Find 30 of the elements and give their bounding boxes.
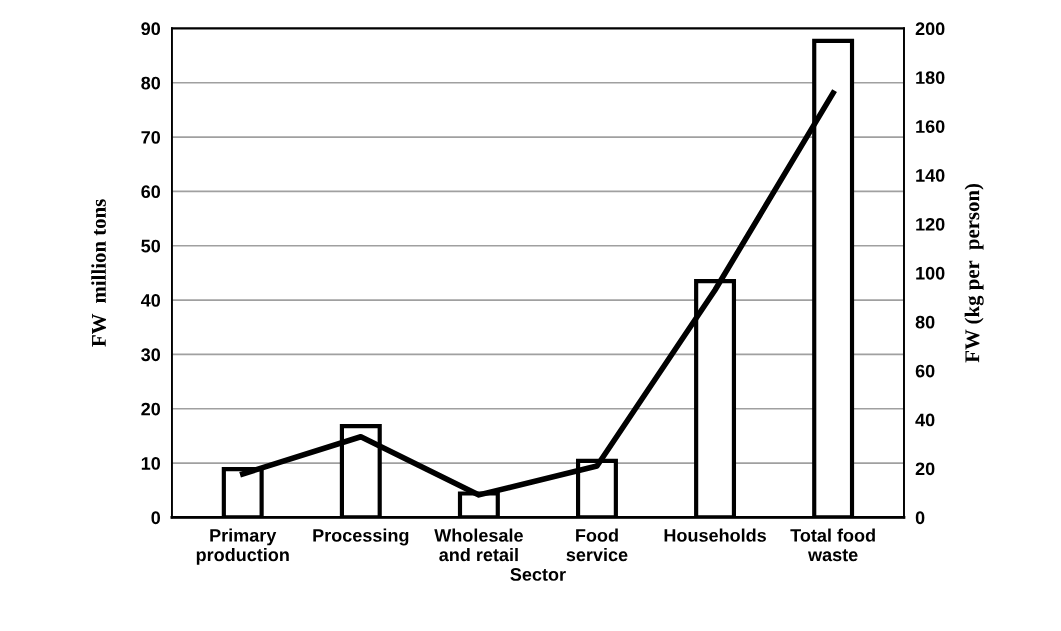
x-tick-label: Wholesale and retail [434,528,523,562]
y-tick-label: 40 [140,294,161,307]
y2-tick-label: 100 [916,266,945,280]
y2-tick-label: 200 [915,22,945,36]
y-tick-label: 50 [141,239,161,253]
y-tick-label: 0 [151,511,161,525]
y2-tick-label: 160 [916,120,945,133]
y2-axis-title: FW (kg per person) [964,183,984,363]
x-tick-label: Processing [313,528,409,546]
y2-tick-label: 20 [915,462,935,476]
y2-tick-label: 120 [916,217,945,231]
x-tick-label: Primary production [196,528,289,565]
x-tick-label: Total food waste [790,528,875,562]
x-axis-title: Sector [510,568,566,581]
y2-tick-label: 60 [915,364,935,378]
y-tick-label: 20 [141,402,161,416]
y-tick-label: 90 [141,22,161,36]
y-tick-label: 10 [141,457,161,470]
x-tick-label: Households [664,528,766,542]
y-tick-label: 60 [141,185,161,199]
y2-tick-label: 80 [915,315,935,329]
y-tick-label: 80 [141,76,161,90]
y2-tick-label: 0 [915,511,925,525]
x-tick-label: Food service [566,528,628,562]
y2-tick-label: 40 [915,413,935,427]
y-tick-label: 30 [141,348,161,362]
y2-tick-label: 180 [916,71,945,85]
y-tick-label: 70 [141,131,161,144]
y-axis-title: FW million tons [91,199,107,347]
y2-tick-label: 140 [916,169,945,182]
